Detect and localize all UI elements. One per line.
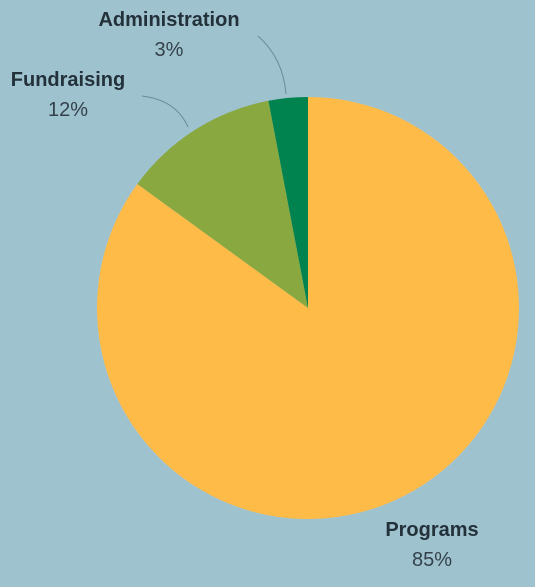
leader-lines [141,35,287,128]
slice-programs [97,97,520,520]
slice-label-administration: Administration [98,9,239,31]
leader-line-administration [257,35,287,95]
slice-label-fundraising: Fundraising [11,69,125,91]
slice-value-fundraising: 12% [48,99,88,121]
slice-fundraising [137,100,308,309]
slice-labels: Programs 85% Fundraising 12% Administration 3… [11,9,479,571]
slice-value-programs: 85% [412,549,452,571]
slice-label-programs: Programs [385,519,478,541]
pie-slices [97,97,520,520]
leader-line-fundraising [141,95,189,128]
slice-administration [268,97,308,308]
slice-value-administration: 3% [155,39,184,61]
